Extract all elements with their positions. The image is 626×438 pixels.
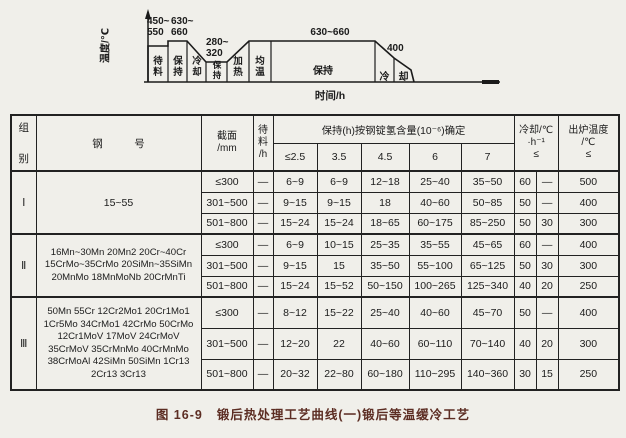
process-curve-diagram: 温度/℃ 时间/h 450~ 550 630~ 660 280~ 320 630~66… <box>0 0 626 108</box>
table-row: 301~500 — 9~15 9~15 18 40~60 50~85 50 — … <box>11 191 620 214</box>
header-hydrogen-3-5: 3.5 <box>316 142 362 172</box>
temp-label-hold-630-660: 630~660 <box>310 27 350 38</box>
stage-label-cool-a: 冷 <box>379 72 390 83</box>
header-hydrogen-7: 7 <box>460 142 515 172</box>
stage-label-waiting: 待料 <box>153 56 163 78</box>
header-hydrogen-2-5: ≤2.5 <box>272 142 318 172</box>
stage-label-hold1: 保持 <box>173 56 183 78</box>
stage-label-hold-low: 保持 <box>212 60 222 80</box>
group-label: Ⅰ <box>10 170 37 235</box>
x-axis-label: 时间/h <box>314 90 346 102</box>
steel-grades-group3: 50Mn 55Cr 12Cr2Mo1 20Cr1Mo1 1Cr5Mo 34CrM… <box>35 296 202 391</box>
temp-label-450-550: 450~ 550 <box>147 16 170 38</box>
stage-label-heating: 加热 <box>233 56 243 78</box>
stage-label-soaking: 均温 <box>255 56 265 78</box>
stage-label-cooling1: 冷却 <box>192 56 202 78</box>
table-row: 501~800 — 15~24 15~24 18~65 60~175 85~25… <box>11 212 620 235</box>
y-axis-label: 温度/℃ <box>100 28 112 63</box>
stage-label-hold-main: 保持 <box>313 66 333 77</box>
header-exit-temperature: 出炉温度 /℃ ≤ <box>557 114 620 172</box>
table-row: 501~800 — 20~32 22~80 60~180 110~295 140… <box>11 358 620 391</box>
steel-grades-group1: 15~55 <box>35 170 202 235</box>
temp-label-400: 400 <box>387 43 404 54</box>
heat-treatment-table: 组别 钢 号 截面 /mm 待 料 /h 保持(h)按钢锭氢含量(10⁻⁶)确定… <box>10 114 621 391</box>
temperature-curve <box>147 40 415 83</box>
stage-label-cool-b: 却 <box>398 72 409 83</box>
table-row: 301~500 — 9~15 15 35~50 55~100 65~125 50… <box>11 254 620 277</box>
temp-label-280-320: 280~ 320 <box>206 37 229 59</box>
figure-number: 图 16-9 <box>155 408 203 422</box>
figure-caption: 图 16-9 锻后热处理工艺曲线(一)锻后等温缓冷工艺 <box>0 404 626 423</box>
table-row: Ⅲ 50Mn 55Cr 12Cr2Mo1 20Cr1Mo1 1Cr5Mo 34C… <box>10 296 620 391</box>
process-curve-svg <box>144 9 500 84</box>
table-row: Ⅱ 16Mn~30Mn 20Mn2 20Cr~40Cr 15CrMo~35CrM… <box>10 233 620 298</box>
figure-title: 锻后热处理工艺曲线(一)锻后等温缓冷工艺 <box>216 408 471 422</box>
group-label: Ⅱ <box>10 233 37 298</box>
group-label: Ⅲ <box>10 296 37 391</box>
table-row: 501~800 — 15~24 15~52 50~150 100~265 125… <box>11 275 620 298</box>
header-hold-time: 保持(h)按钢锭氢含量(10⁻⁶)确定 <box>272 114 515 144</box>
table-row: Ⅰ 15~55 ≤300 — 6~9 6~9 12~18 25~40 35~50… <box>10 170 620 235</box>
header-cooling-rate: 冷却/℃ ·h⁻¹ ≤ <box>513 114 559 172</box>
header-wait-time: 待 料 /h <box>252 114 274 172</box>
header-hydrogen-4-5: 4.5 <box>360 142 410 172</box>
header-section: 截面 /mm <box>200 114 254 172</box>
y-axis-arrow-icon <box>145 9 151 19</box>
header-hydrogen-6: 6 <box>408 142 462 172</box>
temp-label-630-660: 630~ 660 <box>171 16 194 38</box>
header-steel-grade: 钢 号 <box>35 114 202 172</box>
header-group: 组别 <box>10 114 37 172</box>
x-axis-end-dash <box>482 80 499 84</box>
steel-grades-group2: 16Mn~30Mn 20Mn2 20Cr~40Cr 15CrMo~35CrMo … <box>35 233 202 298</box>
